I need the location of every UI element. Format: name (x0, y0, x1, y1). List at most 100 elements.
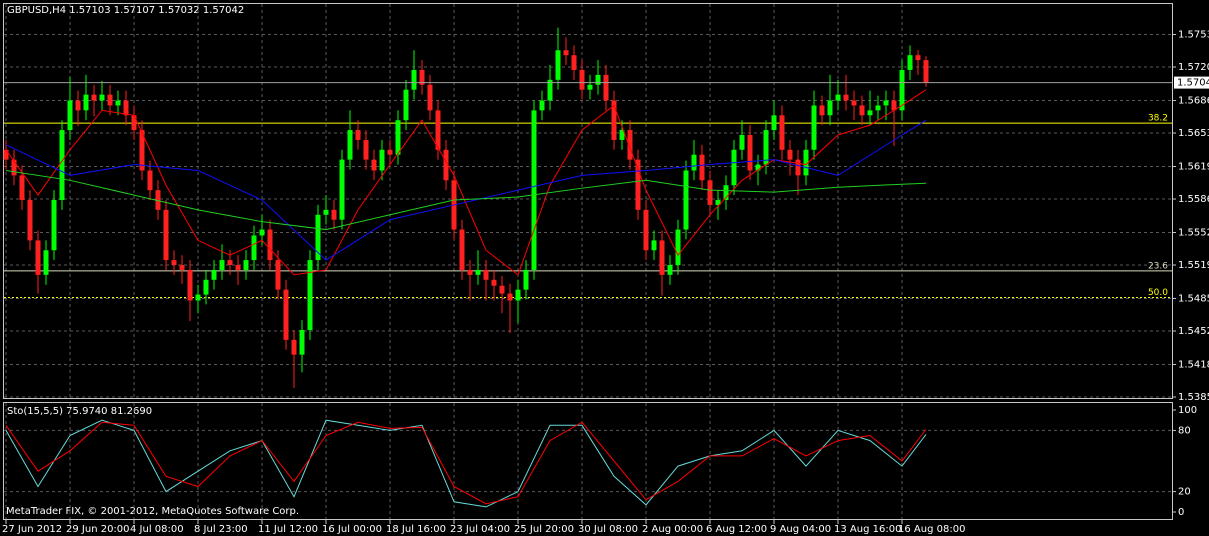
x-tick-label: 18 Jul 16:00 (386, 524, 446, 535)
candle-body (315, 214, 321, 261)
candle-body (595, 74, 601, 85)
candle-body (803, 149, 809, 176)
candle-body (291, 339, 297, 355)
candle-body (867, 110, 873, 116)
x-tick-label: 6 Aug 12:00 (706, 524, 767, 535)
candle-body (323, 209, 329, 215)
candle-body (579, 69, 585, 90)
candle-body (499, 285, 505, 294)
candle-body (251, 235, 257, 261)
candle-body (19, 175, 25, 201)
candle-body (395, 120, 401, 155)
candle-body (787, 149, 793, 160)
candle-body (227, 260, 233, 266)
indicator-line (5, 421, 927, 505)
last-price-label: 1.57042 (1177, 78, 1209, 89)
candle-body (707, 180, 713, 205)
candle-body (747, 134, 753, 171)
candle-body (523, 269, 529, 290)
candle-body (891, 100, 897, 111)
candle-body (35, 240, 41, 275)
candle-body (99, 94, 105, 101)
candle-body (515, 289, 521, 301)
y-tick-label: 1.54850 (1178, 294, 1209, 305)
candle-body (819, 105, 825, 116)
candle-body (859, 105, 865, 116)
candle-body (651, 240, 657, 251)
candle-body (627, 130, 633, 160)
candle-body (683, 170, 689, 230)
candle-body (355, 130, 361, 140)
moving-average (5, 89, 927, 276)
x-tick-label: 2 Aug 00:00 (642, 524, 703, 535)
y-tick-label: 20 (1178, 487, 1191, 498)
candle-body (667, 265, 673, 275)
y-tick-label: 0 (1178, 507, 1184, 518)
candle-body (123, 100, 129, 116)
x-tick-label: 16 Aug 08:00 (898, 524, 965, 535)
x-tick-label: 16 Jul 00:00 (322, 524, 382, 535)
y-tick-label: 1.56190 (1178, 162, 1209, 173)
candle-body (675, 229, 681, 266)
candle-body (691, 154, 697, 171)
y-tick-label: 1.56530 (1178, 128, 1209, 139)
candle-body (275, 260, 281, 290)
candle-body (619, 130, 625, 140)
candle-body (771, 115, 777, 131)
candle-body (739, 134, 745, 150)
x-tick-label: 8 Jul 23:00 (194, 524, 248, 535)
x-tick-label: 25 Jul 20:00 (514, 524, 574, 535)
x-tick-label: 9 Aug 04:00 (770, 524, 831, 535)
level-label: 23.6 (1148, 261, 1168, 271)
candle-body (339, 159, 345, 220)
candle-body (475, 269, 481, 275)
candle-body (379, 149, 385, 171)
candle-body (299, 330, 305, 355)
candle-body (611, 100, 617, 140)
candle-body (779, 115, 785, 150)
candle-body (91, 94, 97, 101)
candle-body (243, 260, 249, 270)
candle-body (363, 139, 369, 160)
candle-body (883, 100, 889, 106)
x-tick-label: 4 Jul 08:00 (130, 524, 184, 535)
candle-body (235, 265, 241, 270)
candle-body (443, 149, 449, 181)
candle-body (131, 115, 137, 131)
candle-body (835, 94, 841, 101)
level-label: 38.2 (1148, 114, 1168, 124)
candle-body (43, 250, 49, 275)
candle-body (467, 269, 473, 275)
candle-body (283, 289, 289, 340)
y-tick-label: 1.57200 (1178, 62, 1209, 73)
candle-body (219, 260, 225, 270)
candle-body (331, 209, 337, 220)
y-tick-label: 1.55860 (1178, 194, 1209, 205)
candle-body (67, 100, 73, 131)
x-tick-label: 27 Jun 2012 (2, 524, 62, 535)
candle-body (643, 209, 649, 251)
x-tick-label: 13 Aug 16:00 (834, 524, 901, 535)
candle-body (115, 100, 121, 106)
y-tick-label: 1.53850 (1178, 392, 1209, 403)
candle-body (731, 149, 737, 186)
candle-body (155, 190, 161, 210)
candle-body (587, 84, 593, 90)
candle-body (795, 159, 801, 176)
candle-body (411, 69, 417, 90)
candle-body (195, 294, 201, 301)
candle-body (75, 100, 81, 111)
candle-body (107, 94, 113, 106)
x-tick-label: 30 Jul 08:00 (578, 524, 638, 535)
candle-body (723, 185, 729, 201)
candle-body (371, 159, 377, 171)
y-tick-label: 80 (1178, 425, 1191, 436)
candle-body (347, 130, 353, 160)
candle-body (427, 84, 433, 111)
candle-body (11, 159, 17, 176)
candle-body (923, 60, 929, 83)
candle-body (603, 74, 609, 101)
x-tick-label: 23 Jul 04:00 (450, 524, 510, 535)
candle-body (571, 55, 577, 70)
